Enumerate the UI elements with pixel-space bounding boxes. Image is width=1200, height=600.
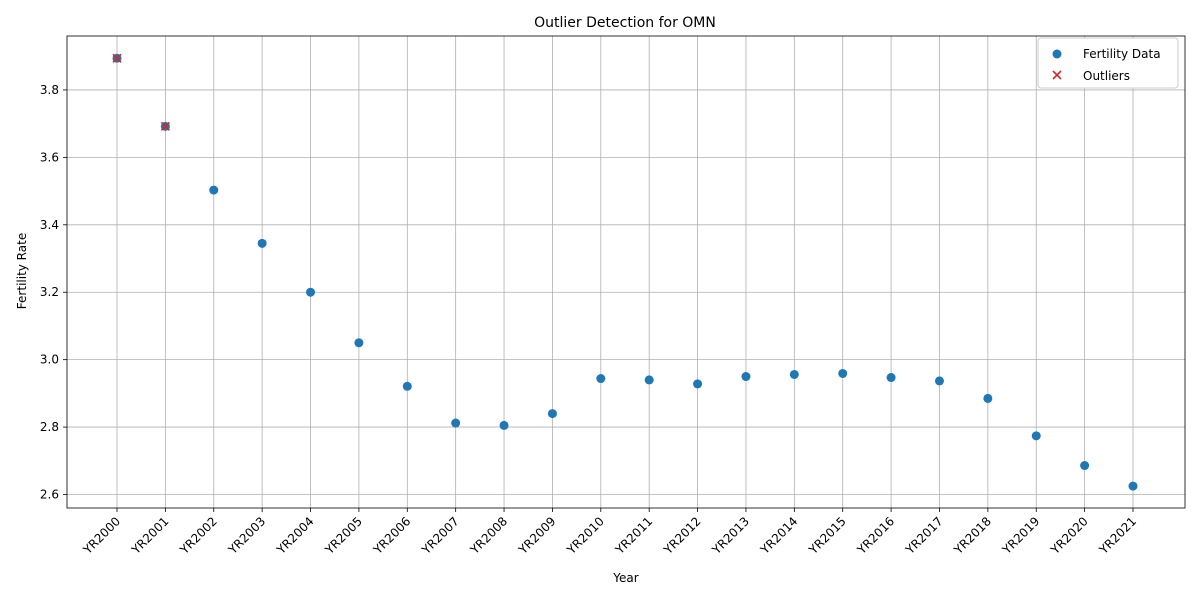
data-point-fertility bbox=[596, 374, 606, 384]
data-point-fertility bbox=[741, 372, 751, 382]
data-point-fertility bbox=[209, 185, 219, 195]
data-point-fertility bbox=[547, 409, 557, 419]
data-point-fertility bbox=[886, 373, 896, 383]
data-point-fertility bbox=[644, 375, 654, 385]
legend-box bbox=[1037, 37, 1179, 89]
legend-label-fertility-data: Fertility Data bbox=[1083, 47, 1161, 61]
y-axis-title: Fertility Rate bbox=[15, 233, 29, 309]
data-point-fertility bbox=[789, 369, 799, 379]
x-axis-title: Year bbox=[612, 571, 638, 585]
y-tick-label: 3.4 bbox=[40, 218, 59, 232]
legend: Fertility Data Outliers bbox=[1037, 37, 1179, 89]
data-point-fertility bbox=[1128, 481, 1138, 491]
y-tick-label: 2.6 bbox=[40, 488, 59, 502]
y-tick-label: 3.8 bbox=[40, 83, 59, 97]
y-tick-label: 2.8 bbox=[40, 420, 59, 434]
data-point-fertility bbox=[838, 368, 848, 378]
data-point-fertility bbox=[257, 238, 267, 248]
grid-layer bbox=[67, 36, 1185, 508]
data-point-fertility bbox=[354, 338, 364, 348]
data-point-fertility bbox=[1031, 431, 1041, 441]
plot-frame bbox=[66, 35, 1186, 509]
legend-label-outliers: Outliers bbox=[1083, 69, 1130, 83]
legend-marker-outliers bbox=[1052, 70, 1062, 80]
data-point-fertility bbox=[983, 393, 993, 403]
y-tick-label: 3.2 bbox=[40, 285, 59, 299]
legend-marker-fertility-data bbox=[1052, 49, 1062, 59]
data-point-fertility bbox=[499, 420, 509, 430]
data-point-fertility bbox=[693, 379, 703, 389]
outlier-marker bbox=[160, 121, 170, 131]
y-tick-label: 3.6 bbox=[40, 150, 59, 164]
data-point-fertility bbox=[934, 376, 944, 386]
outlier-marker bbox=[112, 53, 122, 63]
data-point-fertility bbox=[402, 381, 412, 391]
marks-layer bbox=[112, 53, 1138, 491]
data-point-fertility bbox=[451, 418, 461, 428]
data-point-fertility bbox=[1080, 461, 1090, 471]
y-tick-label: 3.0 bbox=[40, 353, 59, 367]
chart-title: Outlier Detection for OMN bbox=[534, 15, 716, 31]
data-point-fertility bbox=[306, 287, 316, 297]
